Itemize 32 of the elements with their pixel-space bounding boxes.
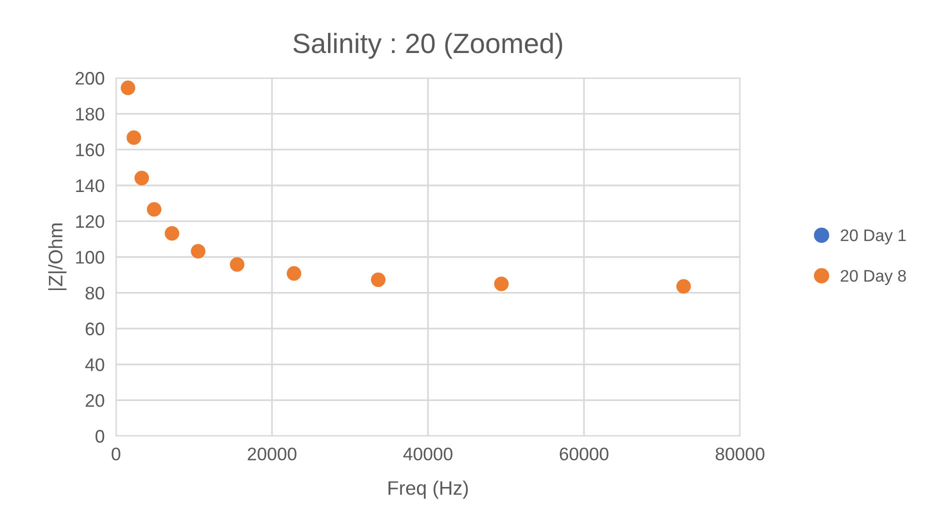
y-tick-label: 20 [86,394,104,407]
point [370,272,386,288]
x-tick-label: 80000 [716,448,764,460]
point [286,266,302,281]
y-tick-label: 200 [76,72,104,85]
legend-label: 20 Day 8 [840,270,906,286]
point [146,202,162,217]
x-tick-label: 60000 [560,448,608,460]
chart-title: Salinity : 20 (Zoomed) [293,32,562,59]
y-tick-label: 100 [76,250,104,264]
y-tick-label: 0 [96,430,104,443]
y-tick-label: 80 [86,286,104,300]
y-tick-label: 160 [76,144,104,156]
point [120,80,136,96]
point [676,279,691,294]
x-tick-label: 20000 [248,448,296,460]
y-tick-label: 40 [85,358,104,372]
y-tick-label: 140 [76,179,104,192]
x-tick-label: 0 [112,448,120,460]
y-tick-label: 180 [76,108,104,121]
x-tick-label: 40000 [403,448,452,460]
y-tick-label: 120 [76,215,104,228]
legend-label: 20 Day 1 [840,229,906,244]
point [164,226,180,241]
point [230,257,244,272]
y-tick-label: 60 [86,322,104,336]
y-axis-title: |Z|/Ohm [48,224,66,290]
x-axis-title: Freq (Hz) [388,480,468,499]
point [190,244,206,259]
point [126,130,142,145]
point [134,170,150,186]
point [494,276,509,292]
